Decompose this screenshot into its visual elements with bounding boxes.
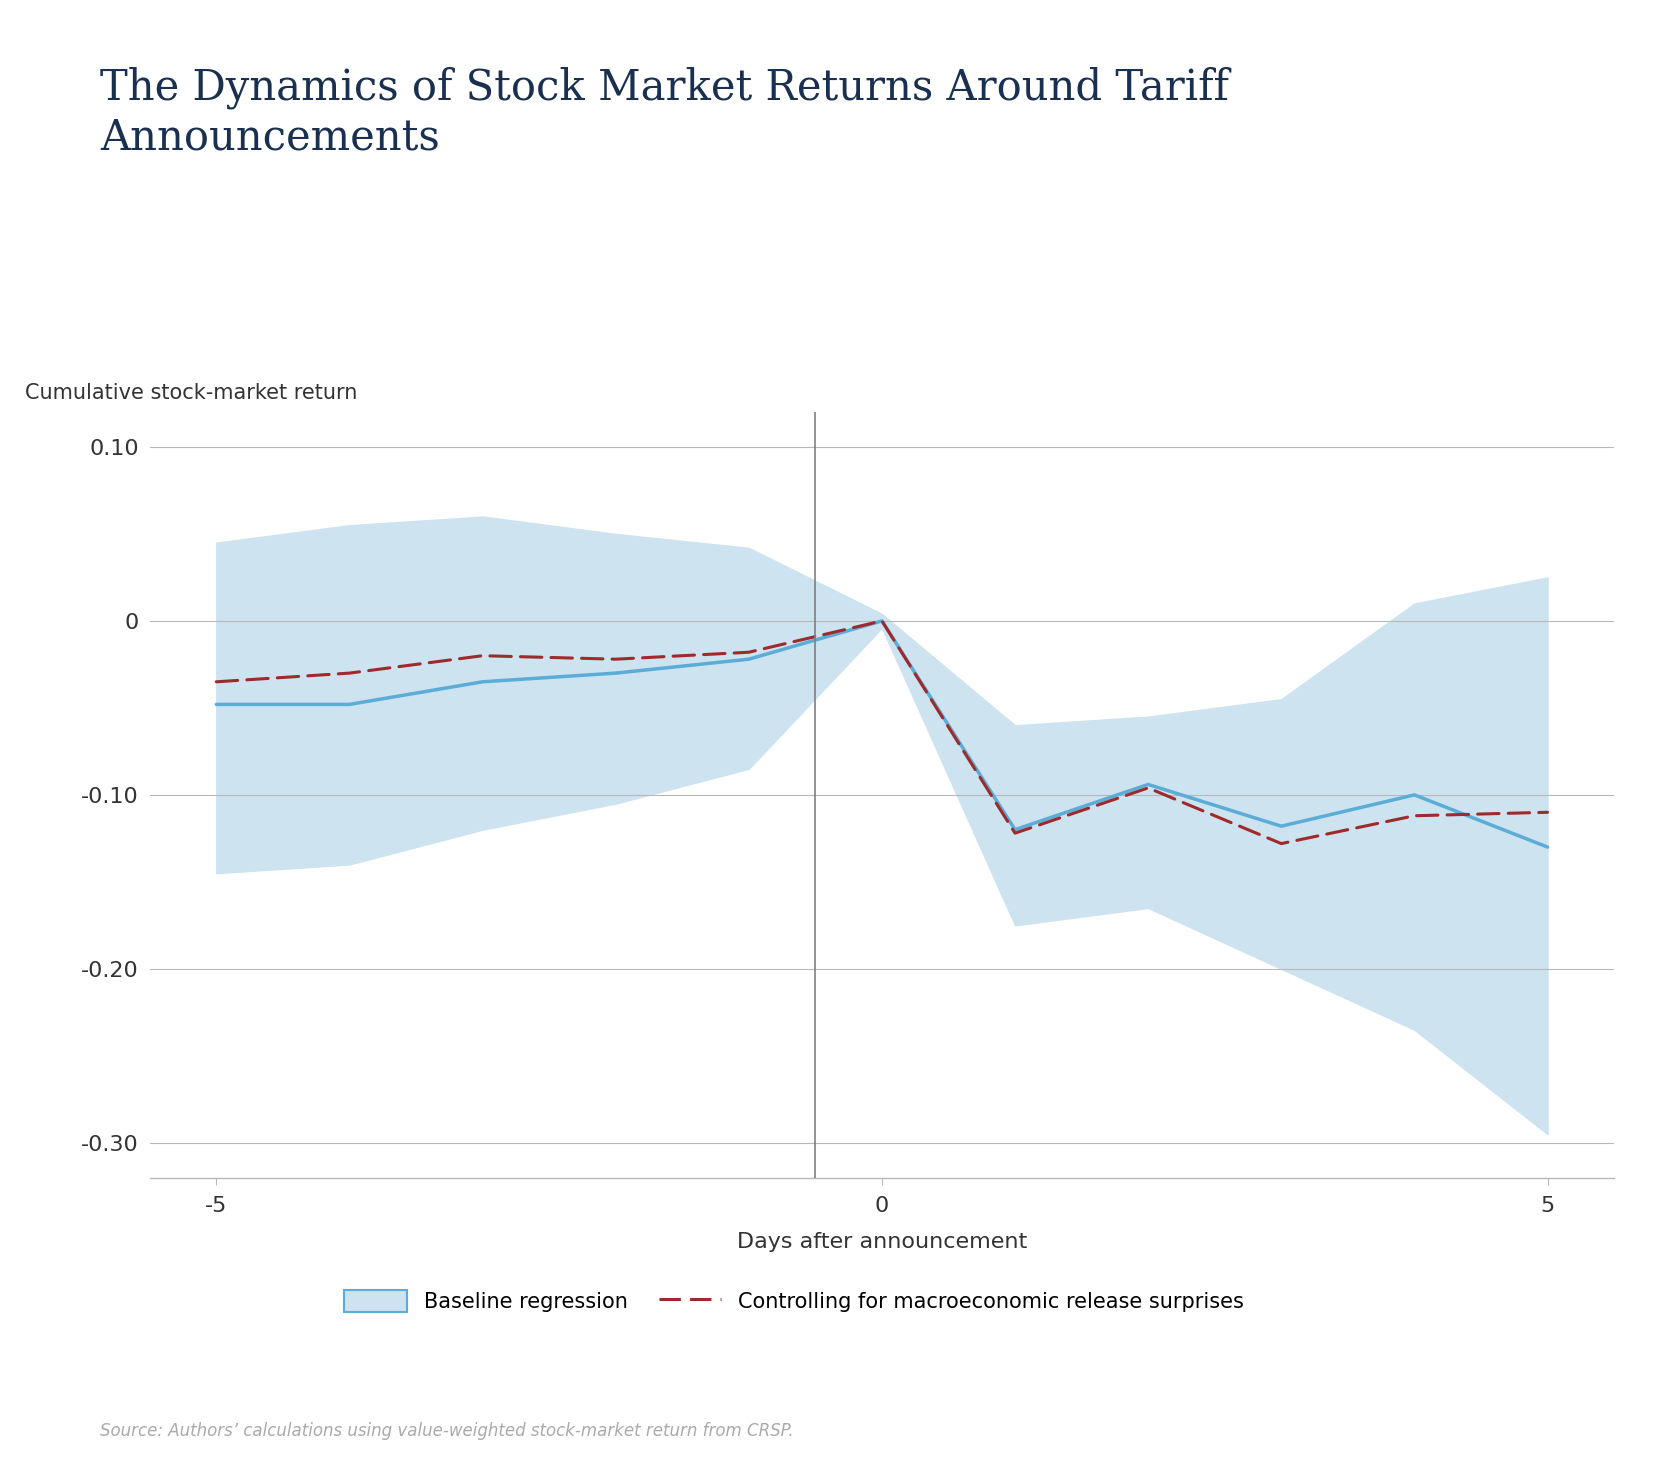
- Legend: Baseline regression, Controlling for macroeconomic release surprises: Baseline regression, Controlling for mac…: [336, 1282, 1251, 1320]
- X-axis label: Days after announcement: Days after announcement: [737, 1232, 1027, 1253]
- Text: Cumulative stock-market return: Cumulative stock-market return: [25, 383, 358, 403]
- Text: Source: Authors’ calculations using value-weighted stock-market return from CRSP: Source: Authors’ calculations using valu…: [100, 1422, 794, 1440]
- Text: The Dynamics of Stock Market Returns Around Tariff
Announcements: The Dynamics of Stock Market Returns Aro…: [100, 66, 1228, 159]
